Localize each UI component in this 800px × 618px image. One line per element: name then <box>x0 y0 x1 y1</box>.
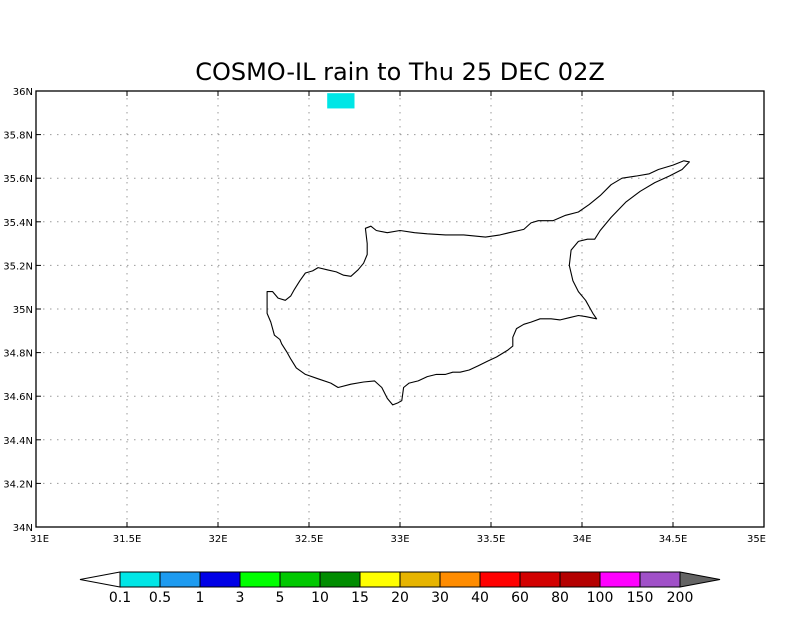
colorbar-bin <box>359 571 401 588</box>
colorbar-label: 15 <box>351 590 369 606</box>
colorbar-bin <box>519 571 561 588</box>
axis-ticks: 31E 31.5E 32E 32.5E 33E 33.5E 34E 34.5E 35E 34N 34… <box>3 87 766 545</box>
colorbar-label: 80 <box>551 590 569 606</box>
colorbar-label: 200 <box>667 590 694 606</box>
colorbar-bin <box>199 571 241 588</box>
lon-tick-label: 35E <box>747 534 766 545</box>
colorbar-label: 60 <box>511 590 529 606</box>
coastline-cyprus <box>266 160 690 406</box>
colorbar-label: 1 <box>196 590 205 606</box>
lat-tick-label: 34.2N <box>3 479 33 490</box>
colorbar-label: 40 <box>471 590 489 606</box>
colorbar-bin <box>639 571 681 588</box>
lat-tick-label: 34.4N <box>3 436 33 447</box>
lat-tick-label: 35.2N <box>3 261 33 272</box>
lat-tick-label: 36N <box>13 87 33 98</box>
lon-tick-label: 32E <box>208 534 227 545</box>
lat-tick-label: 34N <box>13 523 33 534</box>
colorbar-bin <box>599 571 641 588</box>
colorbar-bin <box>239 571 281 588</box>
lon-tick-label: 33.5E <box>477 534 506 545</box>
colorbar-bin <box>439 571 481 588</box>
lon-tick-label: 33E <box>390 534 409 545</box>
colorbar-label: 150 <box>627 590 654 606</box>
lat-tick-label: 34.8N <box>3 349 33 360</box>
colorbar-bin <box>319 571 361 588</box>
lon-tick-label: 31.5E <box>113 534 142 545</box>
colorbar-label: 5 <box>276 590 285 606</box>
lon-tick-label: 34E <box>572 534 591 545</box>
colorbar-under-triangle <box>79 571 121 588</box>
colorbar-bin <box>399 571 441 588</box>
grid-lines <box>36 91 764 527</box>
colorbar-label: 3 <box>236 590 245 606</box>
colorbar: 0.1 0.5 1 3 5 10 15 20 30 40 60 80 100 150 200 <box>79 571 721 606</box>
colorbar-bin <box>559 571 601 588</box>
lat-tick-label: 35N <box>13 305 33 316</box>
colorbar-label: 0.1 <box>109 590 131 606</box>
rain-cells <box>327 93 355 109</box>
rain-cell <box>327 93 355 109</box>
colorbar-label: 100 <box>587 590 614 606</box>
lon-tick-label: 32.5E <box>295 534 324 545</box>
colorbar-bin <box>279 571 321 588</box>
colorbar-over-triangle <box>679 571 721 588</box>
lat-tick-label: 35.8N <box>3 131 33 142</box>
lat-tick-label: 35.6N <box>3 174 33 185</box>
colorbar-bin <box>119 571 161 588</box>
colorbar-bin <box>479 571 521 588</box>
colorbar-label: 0.5 <box>149 590 171 606</box>
lat-tick-label: 35.4N <box>3 218 33 229</box>
colorbar-label: 30 <box>431 590 449 606</box>
lon-tick-label: 34.5E <box>659 534 688 545</box>
colorbar-label: 20 <box>391 590 409 606</box>
map-title: COSMO-IL rain to Thu 25 DEC 02Z <box>195 58 605 86</box>
colorbar-label: 10 <box>311 590 329 606</box>
lat-tick-label: 34.6N <box>3 392 33 403</box>
colorbar-bin <box>159 571 201 588</box>
lon-tick-label: 31E <box>30 534 49 545</box>
